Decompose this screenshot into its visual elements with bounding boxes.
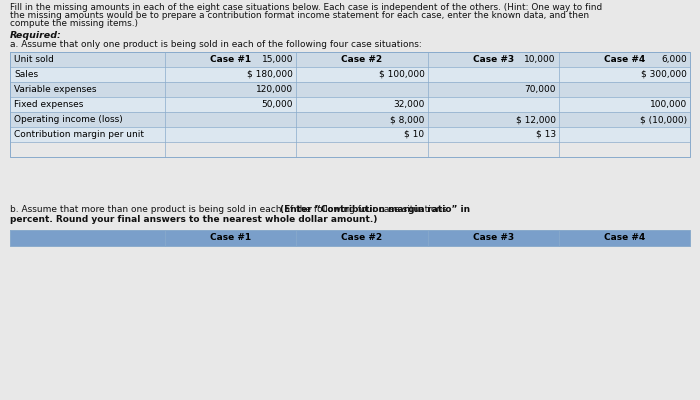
Bar	[10, 52, 690, 67]
Text: Unit sold: Unit sold	[14, 55, 54, 64]
Text: $ 8,000: $ 8,000	[390, 115, 424, 124]
Text: Variable expenses: Variable expenses	[14, 85, 97, 94]
Bar	[10, 82, 690, 97]
Text: a. Assume that only one product is being sold in each of the following four case: a. Assume that only one product is being…	[10, 40, 421, 49]
Text: Case #4: Case #4	[603, 234, 645, 242]
Text: $ 180,000: $ 180,000	[247, 70, 293, 79]
Text: $ 10: $ 10	[405, 130, 424, 139]
Text: Case #4: Case #4	[603, 55, 645, 64]
Text: Fill in the missing amounts in each of the eight case situations below. Each cas: Fill in the missing amounts in each of t…	[10, 3, 602, 12]
Text: Case #3: Case #3	[473, 234, 514, 242]
Text: Case #1: Case #1	[210, 234, 251, 242]
Text: Operating income (loss): Operating income (loss)	[14, 115, 122, 124]
Bar	[10, 112, 690, 127]
Text: $ 300,000: $ 300,000	[641, 70, 687, 79]
Bar	[10, 127, 690, 142]
Text: Fixed expenses: Fixed expenses	[14, 100, 83, 109]
Text: $ (10,000): $ (10,000)	[640, 115, 687, 124]
Text: $ 100,000: $ 100,000	[379, 70, 424, 79]
Text: Case #1: Case #1	[210, 55, 251, 64]
Bar	[10, 67, 690, 82]
Text: compute the missing items.): compute the missing items.)	[10, 19, 138, 28]
Text: $ 12,000: $ 12,000	[516, 115, 556, 124]
Text: 50,000: 50,000	[262, 100, 293, 109]
Bar	[10, 52, 690, 67]
Text: 6,000: 6,000	[662, 55, 687, 64]
Text: $ 13: $ 13	[536, 130, 556, 139]
Text: the missing amounts would be to prepare a contribution format income statement f: the missing amounts would be to prepare …	[10, 11, 589, 20]
Text: 100,000: 100,000	[650, 100, 687, 109]
Text: 70,000: 70,000	[524, 85, 556, 94]
Text: b. Assume that more than one product is being sold in each of the following four: b. Assume that more than one product is …	[10, 205, 452, 214]
Text: 15,000: 15,000	[262, 55, 293, 64]
Text: (Enter “Contribution margin ratio” in: (Enter “Contribution margin ratio” in	[280, 205, 470, 214]
Text: Case #2: Case #2	[342, 55, 382, 64]
Text: Case #2: Case #2	[342, 234, 382, 242]
Text: 32,000: 32,000	[393, 100, 424, 109]
Bar	[10, 97, 690, 112]
Text: 10,000: 10,000	[524, 55, 556, 64]
Text: Sales: Sales	[14, 70, 38, 79]
Text: percent. Round your final answers to the nearest whole dollar amount.): percent. Round your final answers to the…	[10, 215, 377, 224]
Text: Required:: Required:	[10, 31, 62, 40]
Text: Contribution margin per unit: Contribution margin per unit	[14, 130, 144, 139]
Text: 120,000: 120,000	[256, 85, 293, 94]
Text: Case #3: Case #3	[473, 55, 514, 64]
Bar	[10, 230, 690, 246]
